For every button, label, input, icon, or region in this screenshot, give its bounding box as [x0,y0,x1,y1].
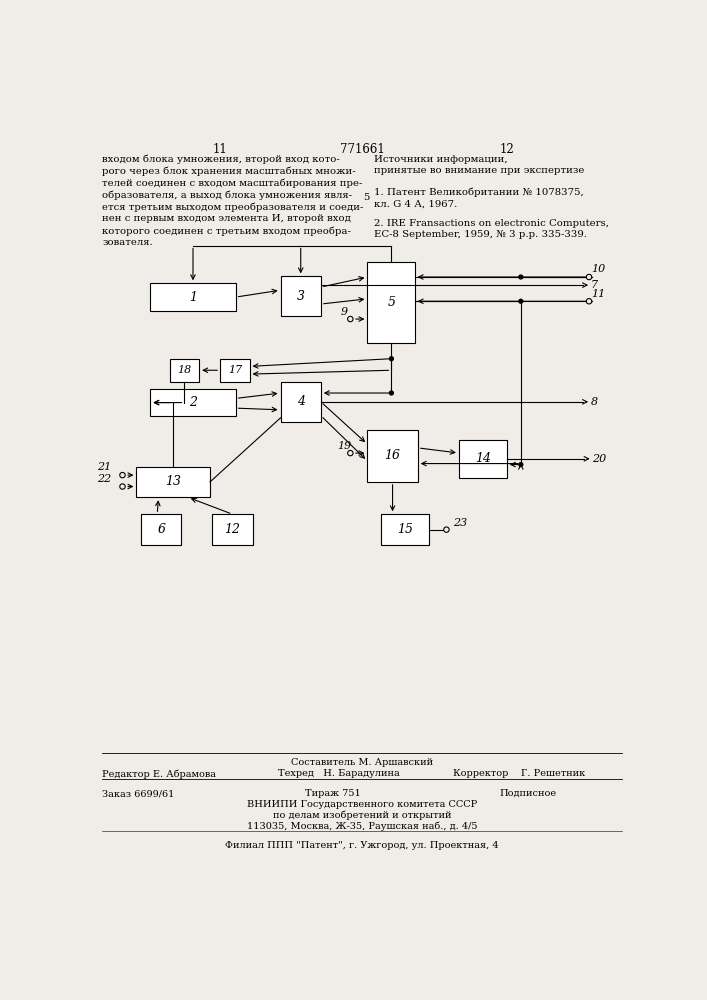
Text: зователя.: зователя. [103,238,153,247]
Bar [212,514,252,545]
Text: 9: 9 [341,307,348,317]
Circle shape [390,357,393,361]
Text: нен с первым входом элемента И, второй вход: нен с первым входом элемента И, второй в… [103,214,351,223]
Circle shape [519,299,522,303]
Text: образователя, а выход блока умножения явля-: образователя, а выход блока умножения яв… [103,190,352,200]
Circle shape [519,463,522,466]
Text: 11: 11 [213,143,228,156]
Text: Филиал ППП "Патент", г. Ужгород, ул. Проектная, 4: Филиал ППП "Патент", г. Ужгород, ул. Про… [225,841,498,850]
Text: ЕС-8 September, 1959, № 3 р.р. 335-339.: ЕС-8 September, 1959, № 3 р.р. 335-339. [373,230,587,239]
Text: которого соединен с третьим входом преобра-: которого соединен с третьим входом преоб… [103,226,351,236]
Text: 11: 11 [591,289,606,299]
Text: входом блока умножения, второй вход кото-: входом блока умножения, второй вход кото… [103,155,340,164]
Text: 4: 4 [297,395,305,408]
Text: 1. Патент Великобритании № 1078375,: 1. Патент Великобритании № 1078375, [373,188,583,197]
Circle shape [444,527,449,532]
Text: 23: 23 [452,518,467,528]
Bar [281,382,321,422]
Text: 6: 6 [157,523,165,536]
Bar [141,514,182,545]
Text: 18: 18 [177,365,192,375]
Text: Источники информации,: Источники информации, [373,155,507,164]
Text: 5: 5 [387,296,395,309]
Text: 19: 19 [337,441,351,451]
Text: Техред   Н. Барадулина: Техред Н. Барадулина [279,769,400,778]
Circle shape [390,391,393,395]
Bar [220,359,250,382]
Bar [368,262,416,343]
Text: 14: 14 [475,452,491,465]
Bar [281,276,321,316]
Text: ВНИИПИ Государственного комитета СССР: ВНИИПИ Государственного комитета СССР [247,800,477,809]
Text: 7: 7 [590,280,597,290]
Text: 8: 8 [590,397,597,407]
Circle shape [586,274,592,280]
Bar [151,389,235,416]
Text: 771661: 771661 [339,143,385,156]
Circle shape [348,316,353,322]
Circle shape [119,472,125,478]
Text: 2. IRE Fransactions on electronic Computers,: 2. IRE Fransactions on electronic Comput… [373,219,609,228]
Text: 113035, Москва, Ж-35, Раушская наб., д. 4/5: 113035, Москва, Ж-35, Раушская наб., д. … [247,821,477,831]
Bar [459,440,507,478]
Bar [368,430,418,482]
Text: 2: 2 [189,396,197,409]
Text: 22: 22 [98,474,112,484]
Text: по делам изобретений и открытий: по делам изобретений и открытий [273,811,451,820]
Text: 21: 21 [98,462,112,472]
Text: Подписное: Подписное [499,789,556,798]
Bar [170,359,199,382]
Text: 12: 12 [500,143,514,156]
Circle shape [119,484,125,489]
Bar [381,514,429,545]
Text: 1: 1 [189,291,197,304]
Circle shape [348,450,353,456]
Text: ется третьим выходом преобразователя и соеди-: ется третьим выходом преобразователя и с… [103,202,363,212]
Text: Редактор Е. Абрамова: Редактор Е. Абрамова [103,769,216,779]
Text: 13: 13 [165,475,181,488]
Text: кл. G 4 А, 1967.: кл. G 4 А, 1967. [373,199,457,208]
Text: 20: 20 [592,454,607,464]
Text: 5: 5 [363,193,370,202]
Text: 3: 3 [297,290,305,303]
Text: Составитель М. Аршавский: Составитель М. Аршавский [291,758,433,767]
Circle shape [586,299,592,304]
Text: Корректор    Г. Решетник: Корректор Г. Решетник [452,769,585,778]
Text: принятые во внимание при экспертизе: принятые во внимание при экспертизе [373,166,584,175]
Text: 10: 10 [591,264,606,274]
Bar [136,466,210,497]
Circle shape [519,275,522,279]
Bar [151,283,235,311]
Text: Заказ 6699/61: Заказ 6699/61 [103,789,175,798]
Text: 16: 16 [385,449,401,462]
Text: 12: 12 [225,523,240,536]
Text: 15: 15 [397,523,414,536]
Text: рого через блок хранения масштабных множи-: рого через блок хранения масштабных множ… [103,167,356,176]
Text: Тираж 751: Тираж 751 [305,789,361,798]
Text: 17: 17 [228,365,242,375]
Text: телей соединен с входом масштабирования пре-: телей соединен с входом масштабирования … [103,179,363,188]
